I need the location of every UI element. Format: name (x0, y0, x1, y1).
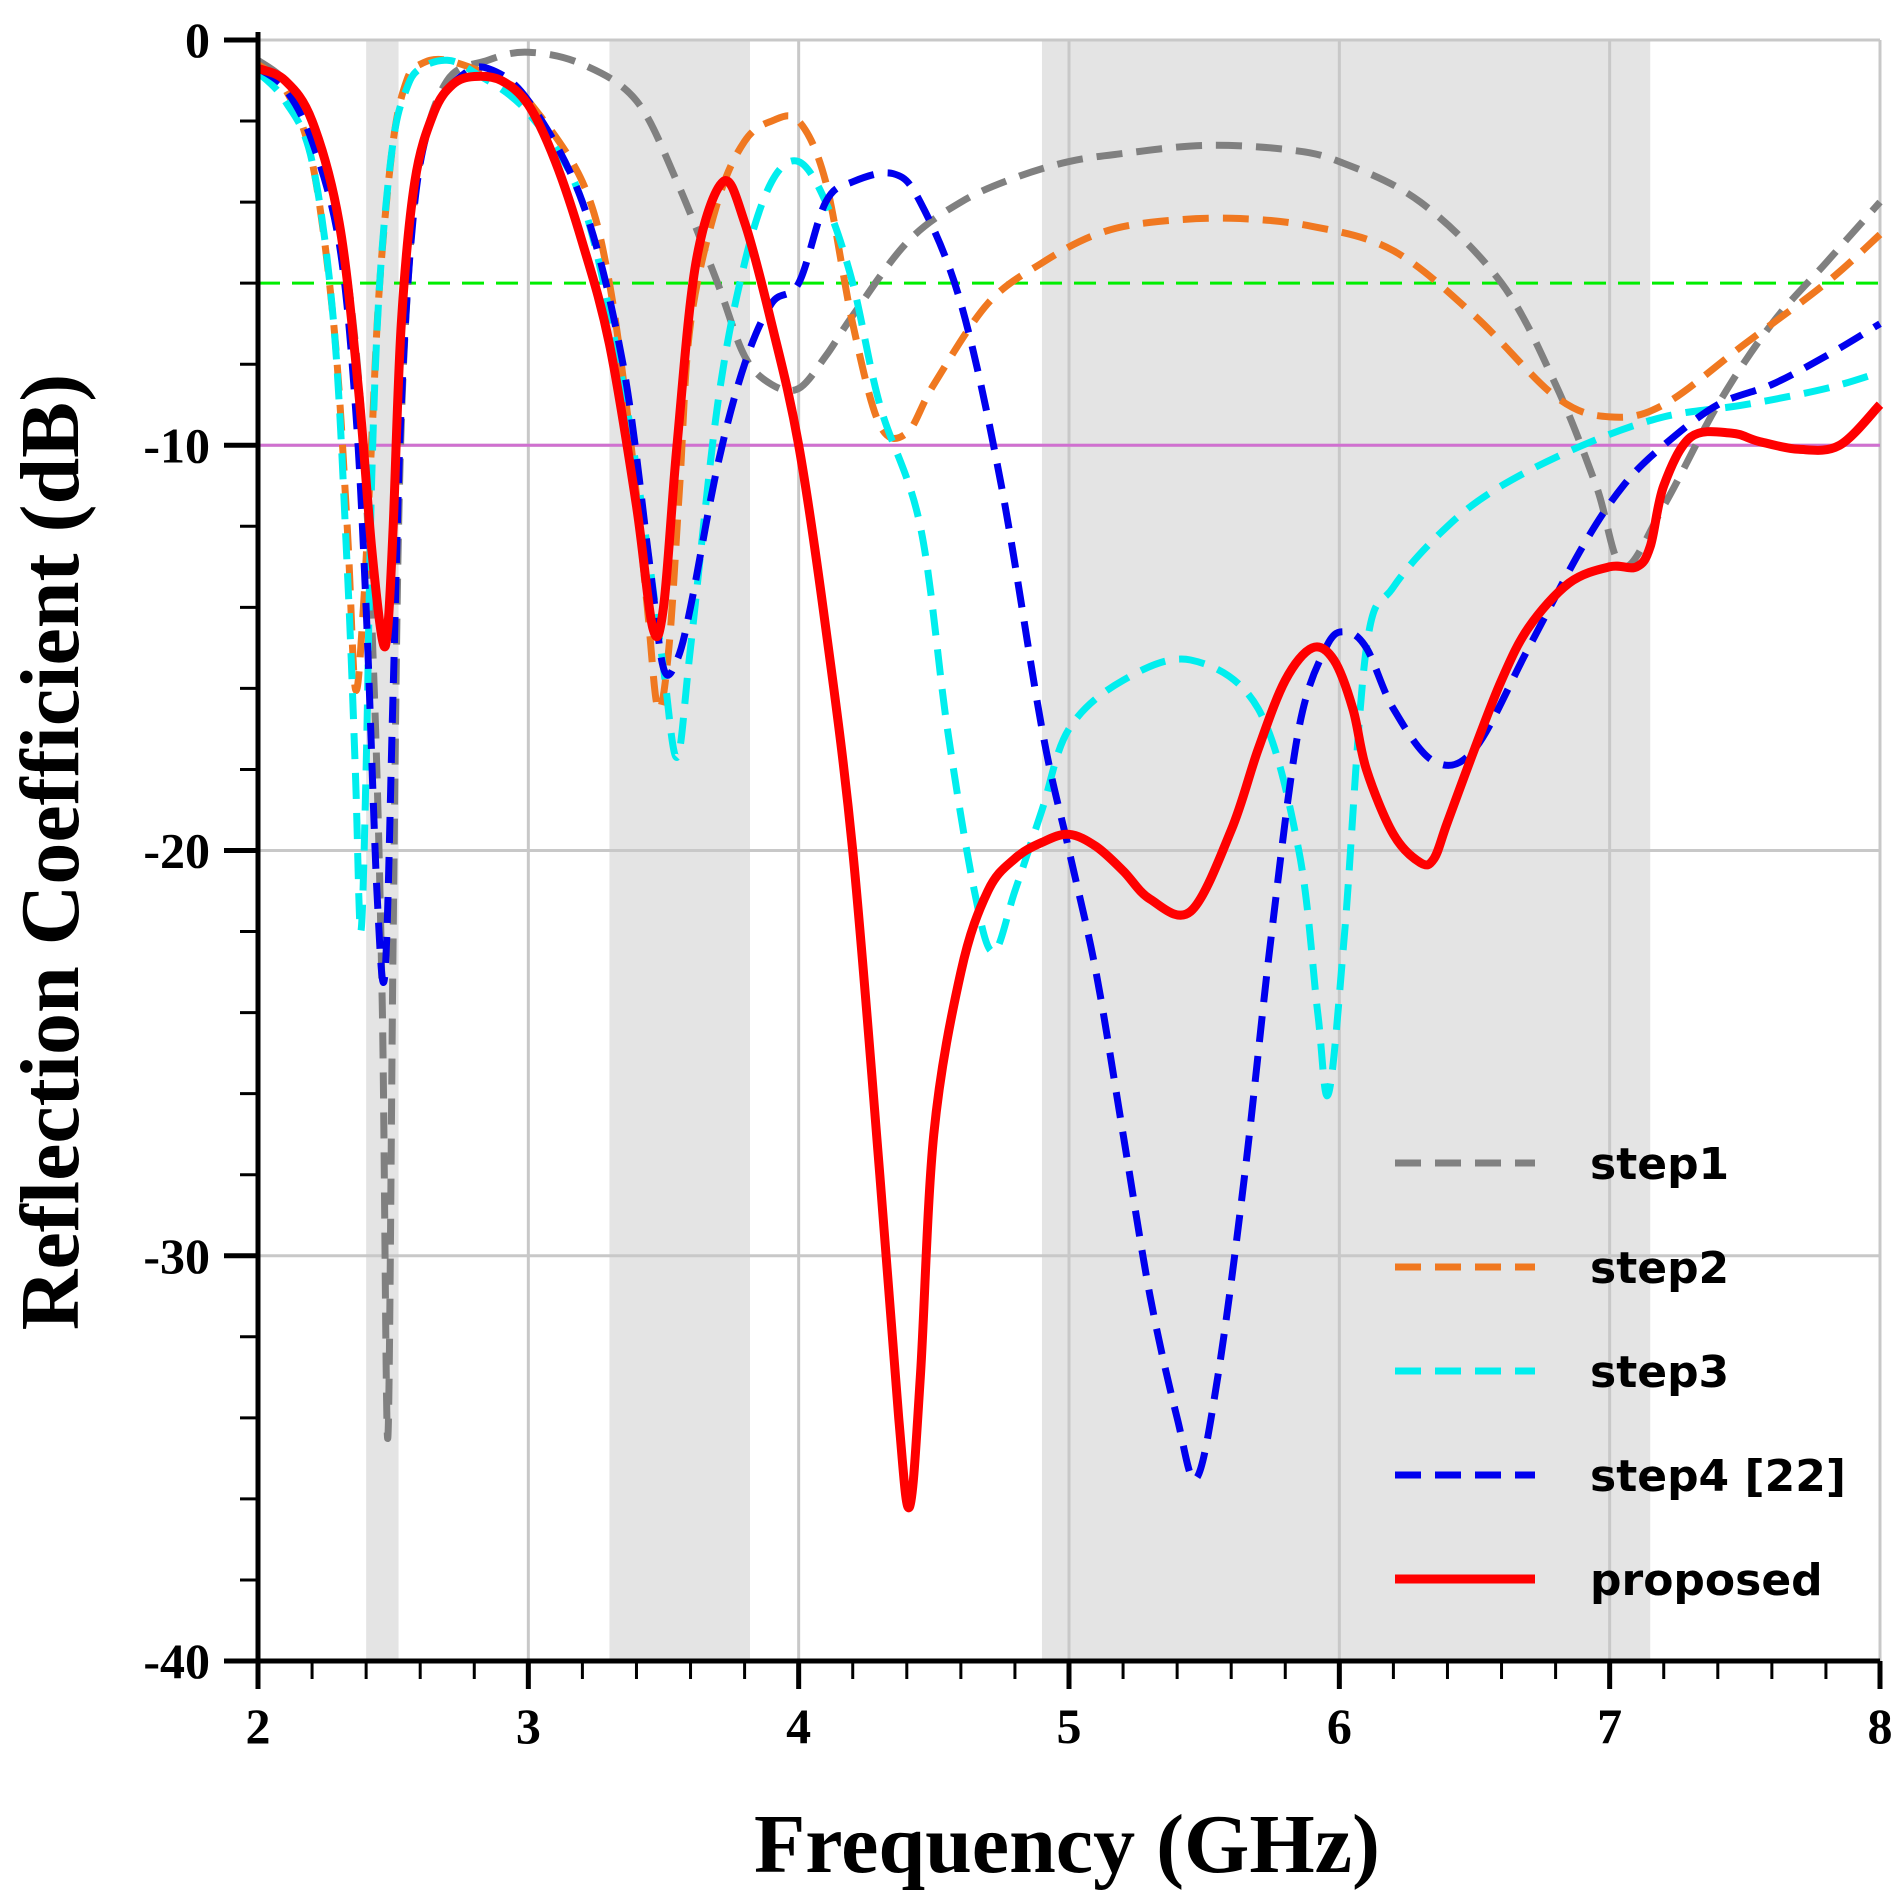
data-series (255, 48, 1884, 1513)
legend-label-step4-22-: step4 [22] (1590, 1451, 1846, 1502)
x-tick-label-6: 6 (1327, 1698, 1352, 1754)
y-axis-title: Reflection Coefficient (dB) (4, 374, 97, 1330)
x-tick-label-4: 4 (786, 1698, 811, 1754)
x-tick-label-5: 5 (1057, 1698, 1082, 1754)
legend-label-step1: step1 (1590, 1139, 1729, 1190)
y-tick-label-0: 0 (185, 12, 210, 68)
x-tick-label-3: 3 (516, 1698, 541, 1754)
x-tick-label-2: 2 (246, 1698, 271, 1754)
axes (224, 32, 1883, 1689)
series-line-proposed (256, 64, 1884, 1513)
series-line-step3 (255, 56, 1882, 1100)
y-tick-label--40: -40 (143, 1633, 210, 1689)
legend: step1 step2 step3 step4 [22] proposed (1395, 1139, 1846, 1606)
grid-lines (258, 38, 1882, 1661)
y-tick-label--30: -30 (143, 1228, 210, 1284)
x-tick-label-7: 7 (1597, 1698, 1622, 1754)
reference-lines (258, 281, 1880, 447)
legend-label-proposed: proposed (1590, 1555, 1823, 1606)
x-tick-label-8: 8 (1868, 1698, 1893, 1754)
x-axis-title: Frequency (GHz) (754, 1798, 1380, 1891)
legend-label-step3: step3 (1590, 1347, 1729, 1398)
legend-label-step2: step2 (1590, 1243, 1729, 1294)
series-line-step4-22- (255, 63, 1882, 1483)
tick-labels: 2 3 4 5 6 7 8 0 -10 -20 -30 -40 (143, 12, 1892, 1754)
series-line-step1 (255, 48, 1883, 1442)
y-tick-label--20: -20 (143, 823, 210, 879)
y-tick-label--10: -10 (143, 417, 210, 473)
